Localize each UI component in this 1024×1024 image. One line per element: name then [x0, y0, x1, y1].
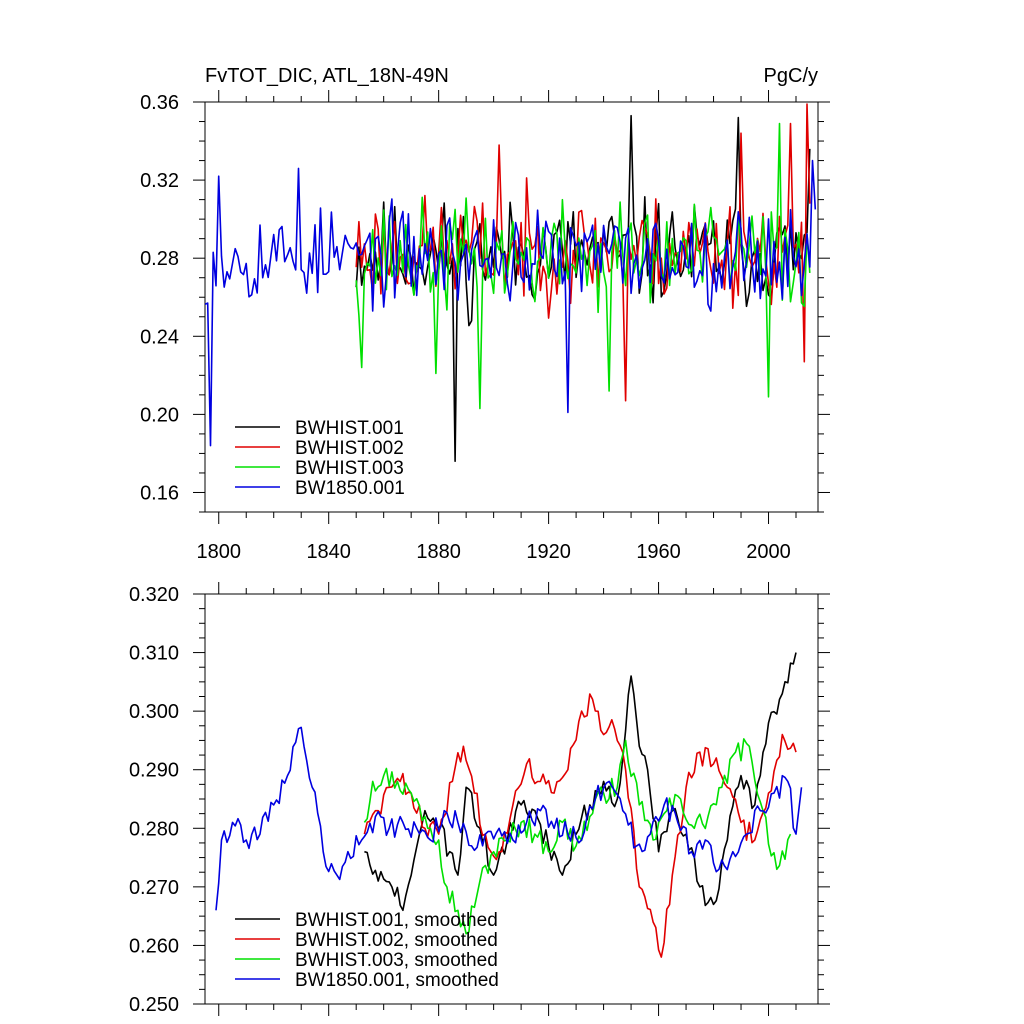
series-group [205, 103, 817, 462]
series-line-bw1850-001 [205, 159, 817, 447]
x-tick-label: 2000 [746, 541, 791, 563]
y-tick-label: 0.36 [140, 92, 179, 114]
y-tick-label: 0.260 [129, 935, 179, 957]
x-tick-label: 1880 [416, 541, 461, 563]
series-line-bwhist-001 [364, 652, 797, 912]
x-tick-label: 1920 [526, 541, 571, 563]
chart-title: FvTOT_DIC, ATL_18N-49N [205, 65, 449, 87]
y-tick-label: 0.320 [129, 584, 179, 606]
y-tick-label: 0.24 [140, 326, 179, 348]
legend-label: BWHIST.001, smoothed [295, 910, 498, 931]
y-tick-label: 0.16 [140, 482, 179, 504]
x-tick-label: 1840 [306, 541, 351, 563]
y-tick-label: 0.290 [129, 760, 179, 782]
legend-label: BWHIST.002, smoothed [295, 930, 498, 951]
y-tick-label: 0.300 [129, 701, 179, 723]
x-tick-label: 1800 [196, 541, 241, 563]
legend-label: BWHIST.001 [295, 418, 404, 439]
x-tick-label: 1960 [636, 541, 681, 563]
legend-label: BWHIST.003 [295, 458, 404, 479]
y-tick-label: 0.250 [129, 994, 179, 1016]
y-tick-label: 0.32 [140, 170, 179, 192]
series-line-bwhist-002 [363, 693, 797, 958]
y-tick-label: 0.310 [129, 643, 179, 665]
legend-label: BW1850.001 [295, 478, 405, 499]
y-tick-label: 0.28 [140, 248, 179, 270]
units-label: PgC/y [764, 65, 818, 87]
legend-label: BWHIST.002 [295, 438, 404, 459]
bottom-panel: 0.250 0.260 0.270 0.280 0.290 0.300 0.310 0.320… [129, 582, 830, 1016]
y-tick-label: 0.20 [140, 404, 179, 426]
series-line-bw1850-001 [215, 726, 803, 911]
y-tick-label: 0.280 [129, 818, 179, 840]
legend-label: BWHIST.003, smoothed [295, 950, 498, 971]
y-tick-label: 0.270 [129, 877, 179, 899]
series-group [215, 652, 803, 958]
top-panel: 0.16 0.20 0.24 0.28 0.32 0.36 1800 1840 1880 1920… [140, 90, 830, 563]
legend-label: BW1850.001, smoothed [295, 970, 499, 991]
plot-frame [204, 101, 819, 513]
